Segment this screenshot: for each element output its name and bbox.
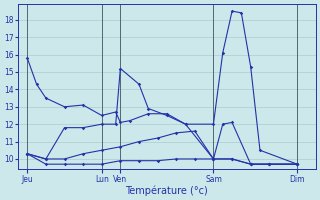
X-axis label: Température (°c): Température (°c) xyxy=(125,185,208,196)
